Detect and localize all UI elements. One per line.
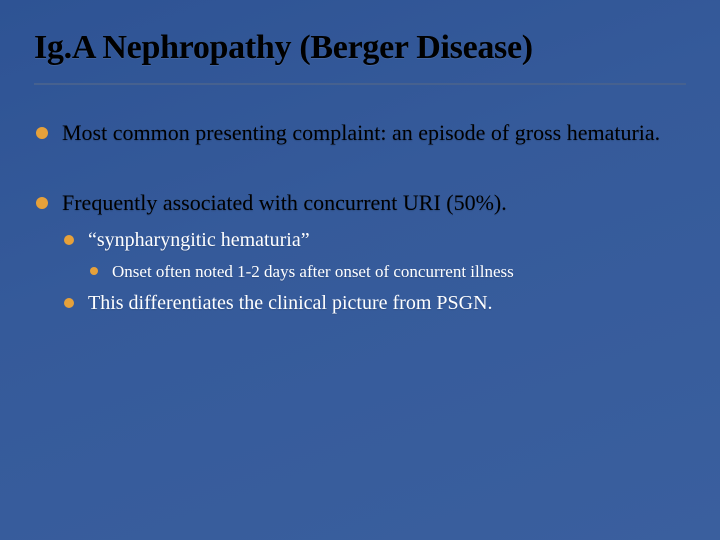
list-item: This differentiates the clinical picture… <box>62 290 686 317</box>
bullet-text: This differentiates the clinical picture… <box>88 292 493 314</box>
bullet-text: Onset often noted 1-2 days after onset o… <box>112 262 514 281</box>
list-item: “synpharyngitic hematuria” Onset often n… <box>62 227 686 284</box>
bullet-text: Most common presenting complaint: an epi… <box>62 120 660 145</box>
bullet-list-lvl2: “synpharyngitic hematuria” Onset often n… <box>62 227 686 317</box>
bullet-text: “synpharyngitic hematuria” <box>88 229 310 251</box>
bullet-list-lvl3: Onset often noted 1-2 days after onset o… <box>88 260 686 284</box>
bullet-list: Most common presenting complaint: an epi… <box>34 119 686 317</box>
slide: Ig.A Nephropathy (Berger Disease) Most c… <box>0 0 720 540</box>
list-item: Onset often noted 1-2 days after onset o… <box>88 260 686 284</box>
bullet-text: Frequently associated with concurrent UR… <box>62 190 507 215</box>
slide-title: Ig.A Nephropathy (Berger Disease) <box>34 28 686 85</box>
list-item: Frequently associated with concurrent UR… <box>34 189 686 317</box>
list-item: Most common presenting complaint: an epi… <box>34 119 686 147</box>
